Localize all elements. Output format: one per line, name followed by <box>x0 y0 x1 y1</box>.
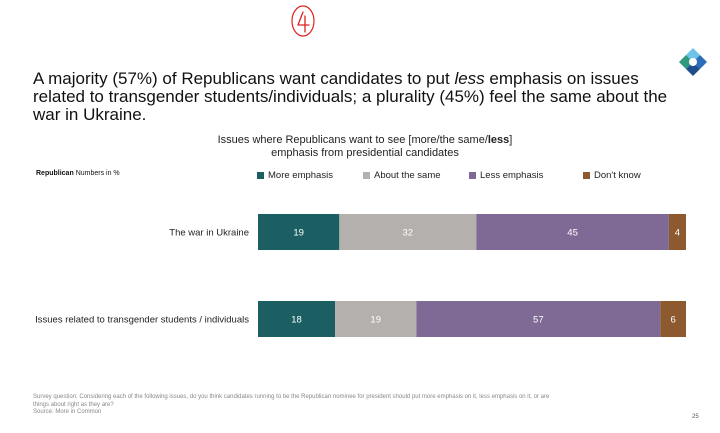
group-label: Republican Numbers in % <box>36 170 120 177</box>
data-label: 57 <box>533 315 544 326</box>
page-number: 25 <box>692 414 699 420</box>
legend-item: Less emphasis <box>469 170 543 181</box>
category-label: The war in Ukraine <box>169 228 249 239</box>
chart-subtitle: Issues where Republicans want to see [mo… <box>217 134 513 159</box>
legend-item: More emphasis <box>257 170 333 181</box>
legend-swatch <box>257 172 264 179</box>
legend-label: More emphasis <box>268 170 333 181</box>
bar-segment <box>416 301 661 337</box>
bar-segment <box>258 214 340 250</box>
chart-legend: More emphasis About the same Less emphasis… <box>257 170 697 182</box>
handwritten-annotation-four <box>291 5 315 37</box>
bar-segment <box>335 301 417 337</box>
bar-segment <box>660 301 686 337</box>
data-label: 18 <box>291 315 302 326</box>
category-label: Issues related to transgender students /… <box>35 315 249 326</box>
data-label: 19 <box>293 228 304 239</box>
legend-swatch <box>583 172 590 179</box>
data-label: 4 <box>675 228 680 239</box>
bar-segment <box>258 301 336 337</box>
legend-label: Don't know <box>594 170 641 181</box>
survey-question: Survey question: Considering each of the… <box>33 394 550 408</box>
legend-label: About the same <box>374 170 441 181</box>
logo-icon <box>679 48 707 76</box>
data-label: 19 <box>370 315 381 326</box>
bar-segment <box>476 214 669 250</box>
legend-item: Don't know <box>583 170 641 181</box>
data-label: 32 <box>403 228 414 239</box>
bar-segment <box>668 214 686 250</box>
legend-swatch <box>363 172 370 179</box>
source-note: Source: More in Common <box>33 409 102 415</box>
legend-item: About the same <box>363 170 441 181</box>
footnote: Survey question: Considering each of the… <box>33 394 553 417</box>
legend-label: Less emphasis <box>480 170 544 181</box>
bar-segment <box>339 214 477 250</box>
data-label: 6 <box>671 315 676 326</box>
data-label: 45 <box>567 228 578 239</box>
headline: A majority (57%) of Republicans want can… <box>33 69 668 124</box>
legend-swatch <box>469 172 476 179</box>
